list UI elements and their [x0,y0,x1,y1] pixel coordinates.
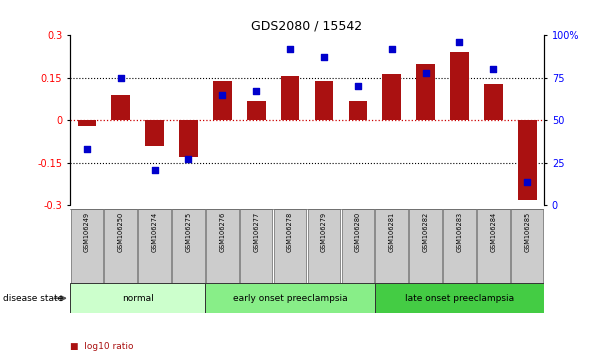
Bar [409,209,442,283]
Text: disease state: disease state [3,294,63,303]
Text: GSM106284: GSM106284 [490,211,496,252]
Text: GSM106279: GSM106279 [321,211,327,252]
Text: GSM106276: GSM106276 [219,211,226,252]
Text: GSM106249: GSM106249 [84,211,90,252]
Bar [308,209,340,283]
Bar [111,95,130,120]
Text: GSM106275: GSM106275 [185,211,192,252]
Bar [342,209,374,283]
Point [285,46,295,52]
Bar [145,120,164,146]
Point [150,167,159,172]
Bar [315,81,333,120]
Point [455,39,465,45]
Bar [416,64,435,120]
Bar [484,84,503,120]
Bar [105,209,137,283]
Bar [240,209,272,283]
Text: late onset preeclampsia: late onset preeclampsia [405,294,514,303]
Text: GSM106278: GSM106278 [287,211,293,252]
Text: early onset preeclampsia: early onset preeclampsia [233,294,347,303]
Text: ■  log10 ratio: ■ log10 ratio [70,342,133,352]
Point [184,156,193,162]
Bar [443,209,475,283]
Point [488,67,498,72]
Bar [71,209,103,283]
Point [116,75,126,81]
Bar [206,209,238,283]
Point [218,92,227,98]
Point [319,55,329,60]
Bar [450,52,469,120]
Text: GSM106250: GSM106250 [118,211,124,252]
Bar [78,120,96,126]
Point [251,88,261,94]
Bar [179,120,198,157]
Bar [348,101,367,120]
Point [421,70,430,76]
Bar [70,283,206,313]
Bar [382,74,401,120]
Bar [213,81,232,120]
Point [82,147,92,152]
Bar [274,209,306,283]
Bar [518,120,536,200]
Bar [247,101,266,120]
Bar [281,76,299,120]
Text: GSM106274: GSM106274 [151,211,157,252]
Text: GSM106277: GSM106277 [253,211,259,252]
Text: GSM106283: GSM106283 [457,211,463,252]
Point [522,179,532,184]
Text: GSM106282: GSM106282 [423,211,429,252]
Bar [375,283,544,313]
Bar [206,283,375,313]
Title: GDS2080 / 15542: GDS2080 / 15542 [252,20,362,33]
Point [353,84,363,89]
Bar [511,209,544,283]
Bar [139,209,171,283]
Text: normal: normal [122,294,154,303]
Bar [376,209,408,283]
Bar [172,209,205,283]
Text: GSM106281: GSM106281 [389,211,395,252]
Text: GSM106285: GSM106285 [524,211,530,252]
Bar [477,209,510,283]
Text: GSM106280: GSM106280 [355,211,361,252]
Point [387,46,396,52]
